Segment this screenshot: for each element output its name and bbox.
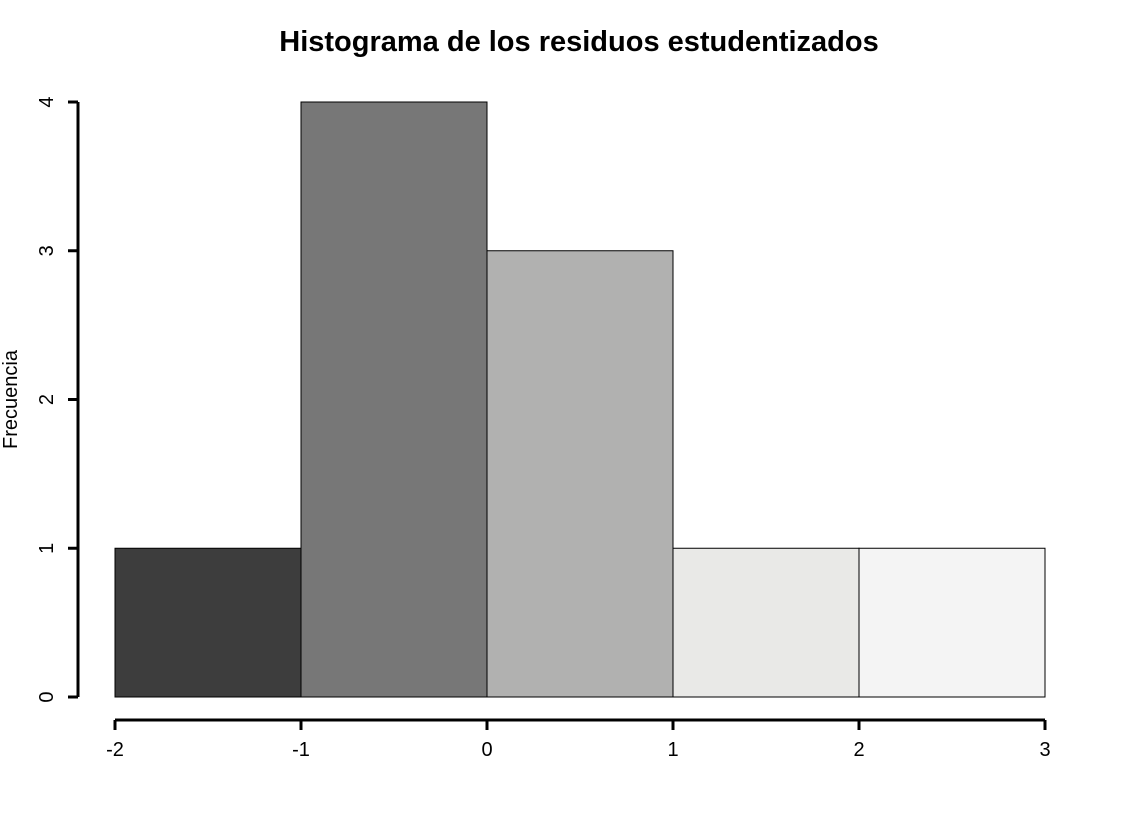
- y-tick-label-1: 1: [36, 543, 58, 554]
- y-tick-label-4: 4: [36, 96, 58, 107]
- y-tick-label-2: 2: [36, 394, 58, 405]
- histogram-bar-1: [300, 101, 488, 698]
- bars-layer: [114, 101, 1046, 698]
- y-axis-label: Frecuencia: [0, 349, 22, 449]
- histogram-bar-2: [486, 250, 674, 698]
- y-tick-label-0: 0: [36, 691, 58, 702]
- x-tick-label-0: -2: [106, 739, 124, 761]
- histogram-bar-0: [114, 547, 302, 698]
- x-tick-label-5: 3: [1039, 739, 1050, 761]
- x-tick-label-3: 1: [667, 739, 678, 761]
- histogram-bar-3: [672, 547, 860, 698]
- x-axis: -2 -1 0 1 2 3: [106, 718, 1051, 761]
- x-tick-label-4: 2: [853, 739, 864, 761]
- y-tick-label-3: 3: [36, 245, 58, 256]
- y-axis: 0 1 2 3 4: [36, 96, 80, 703]
- x-tick-label-1: -1: [292, 739, 310, 761]
- x-tick-label-2: 0: [481, 739, 492, 761]
- histogram-bar-4: [858, 547, 1046, 698]
- chart-title: Histograma de los residuos estudentizado…: [279, 26, 878, 58]
